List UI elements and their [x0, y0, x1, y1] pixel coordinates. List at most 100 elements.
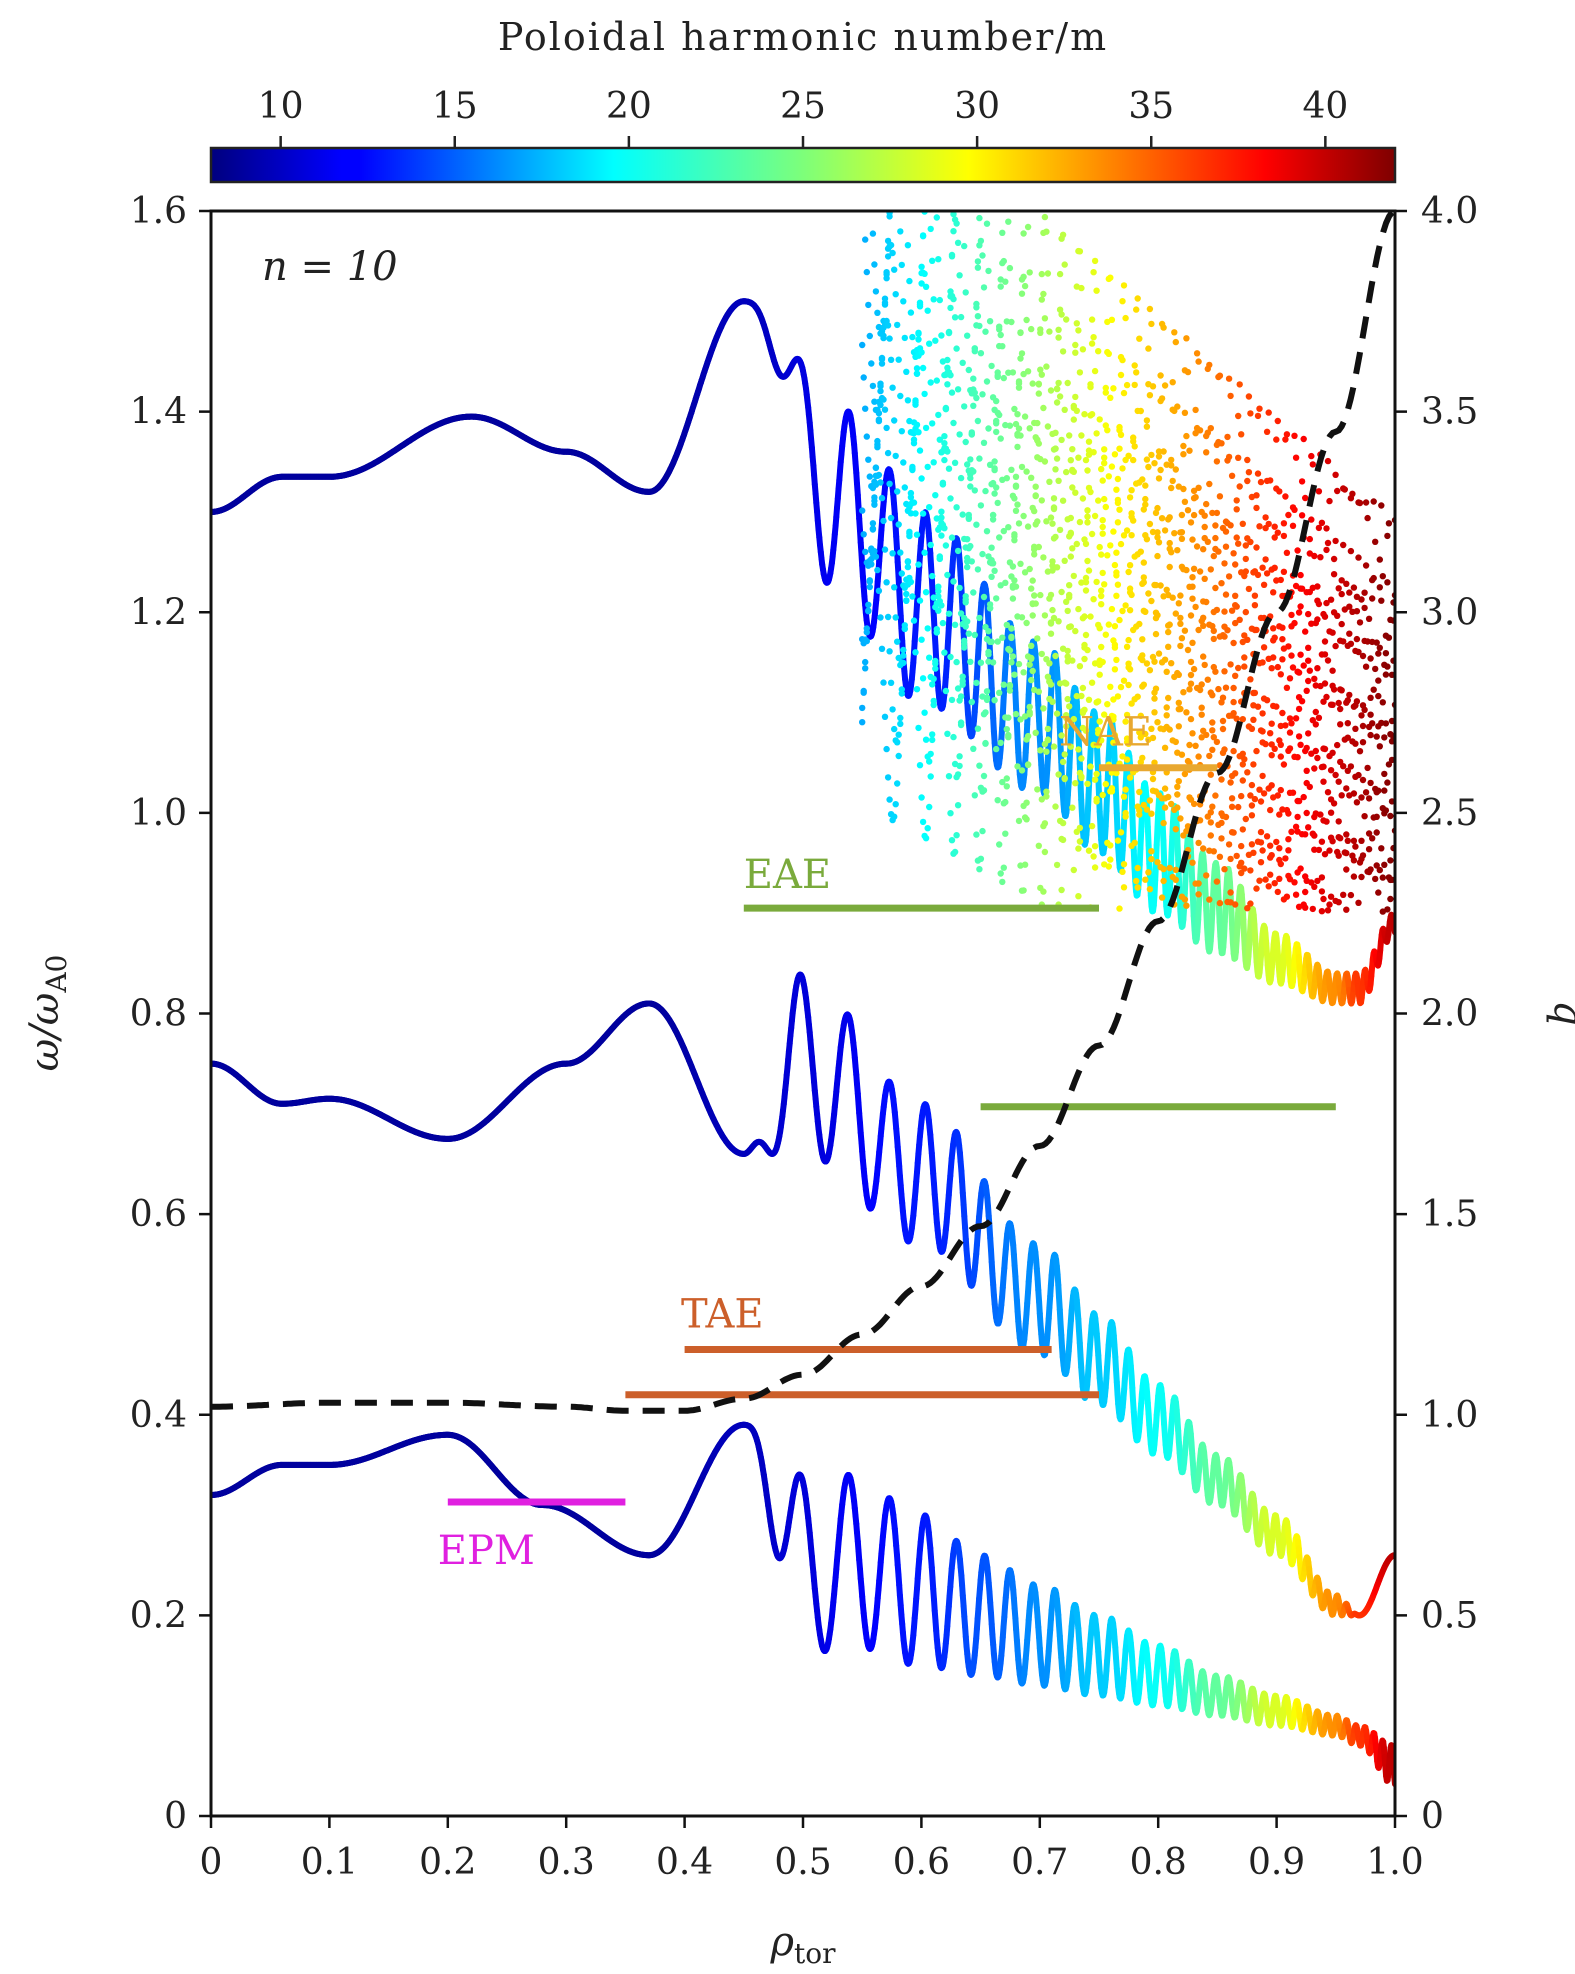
colorbar-tick-label: 35	[1128, 86, 1174, 127]
colorbar-tick-label: 30	[954, 86, 1000, 127]
continuum-point	[1154, 505, 1160, 511]
continuum-point	[1025, 224, 1031, 230]
continuum-point	[1110, 385, 1116, 391]
continuum-point	[1124, 382, 1130, 388]
continuum-point	[1119, 298, 1125, 304]
continuum-point	[1167, 514, 1173, 520]
continuum-point	[1090, 269, 1096, 275]
continuum-point	[999, 230, 1005, 236]
continuum-point	[1121, 282, 1127, 288]
continuum-point	[1048, 387, 1054, 393]
continuum-point	[1097, 416, 1103, 422]
continuum-point	[1128, 487, 1134, 493]
continuum-point	[975, 258, 981, 264]
continuum-point	[1115, 476, 1121, 482]
continuum-point	[1168, 457, 1174, 463]
continuum-point	[1055, 327, 1061, 333]
continuum-point	[1086, 439, 1092, 445]
continuum-point	[1045, 270, 1051, 276]
continuum-point	[1063, 316, 1069, 322]
continuum-point	[1062, 261, 1068, 267]
continuum-point	[1133, 306, 1139, 312]
continuum-point	[961, 243, 967, 249]
continuum-point	[1083, 457, 1089, 463]
continuum-point	[1007, 265, 1013, 271]
continuum-point	[1170, 379, 1176, 385]
continuum-point	[1014, 411, 1020, 417]
continuum-point	[1081, 411, 1087, 417]
continuum-point	[1180, 443, 1186, 449]
continuum-point	[1179, 512, 1185, 518]
continuum-point	[966, 367, 972, 373]
continuum-point	[993, 398, 999, 404]
continuum-point	[921, 196, 927, 202]
continuum-point	[1135, 295, 1141, 301]
continuum-point	[938, 332, 944, 338]
continuum-point	[1089, 316, 1095, 322]
continuum-point	[964, 333, 970, 339]
continuum-point	[1147, 306, 1153, 312]
continuum-point	[1101, 446, 1107, 452]
continuum-point	[1057, 271, 1063, 277]
continuum-point	[1157, 372, 1163, 378]
continuum-point	[1113, 487, 1119, 493]
plot-area	[211, 189, 1398, 1785]
continuum-point	[870, 230, 876, 236]
continuum-point	[1093, 288, 1099, 294]
continuum-point	[985, 268, 991, 274]
continuum-point	[1001, 195, 1007, 201]
continuum-point	[988, 363, 994, 369]
continuum-point	[976, 215, 982, 221]
continuum-point	[1145, 345, 1151, 351]
colorbar-tick-label: 25	[780, 86, 826, 127]
continuum-point	[1107, 275, 1113, 281]
continuum-point	[1084, 467, 1090, 473]
continuum-point	[909, 334, 915, 340]
continuum-point	[1144, 417, 1150, 423]
continuum-point	[963, 289, 969, 295]
colorbar-tick-label: 15	[432, 86, 478, 127]
continuum-point	[935, 256, 941, 262]
continuum-point	[934, 214, 940, 220]
continuum-point	[1060, 232, 1066, 238]
continuum-point	[1039, 271, 1045, 277]
colorbar-tick-label: 40	[1302, 86, 1348, 127]
continuum-point	[1092, 258, 1098, 264]
continuum-point	[1080, 346, 1086, 352]
continuum-point	[1069, 446, 1075, 452]
continuum-point	[1052, 430, 1058, 436]
colorbar-title: Poloidal harmonic number/m	[498, 15, 1108, 59]
continuum-point	[1042, 214, 1048, 220]
continuum-point	[1028, 326, 1034, 332]
continuum-point	[873, 288, 879, 294]
continuum-point	[1068, 457, 1074, 463]
colorbar-tick-label: 10	[258, 86, 304, 127]
continuum-point	[944, 357, 950, 363]
continuum-point	[1034, 420, 1040, 426]
continuum-point	[1132, 362, 1138, 368]
continuum-point	[1065, 380, 1071, 386]
continuum-point	[1072, 342, 1078, 348]
continuum-point	[984, 221, 990, 227]
continuum-point	[1023, 200, 1029, 206]
continuum-point	[1066, 432, 1072, 438]
continuum-point	[1148, 321, 1154, 327]
continuum-point	[1005, 219, 1011, 225]
continua	[211, 189, 1398, 1785]
continuum-point	[1109, 317, 1115, 323]
continuum-point	[1173, 339, 1179, 345]
continuum-point	[1112, 451, 1118, 457]
continuum-point	[987, 318, 993, 324]
continuum-point	[1077, 248, 1083, 254]
continuum-point	[1030, 380, 1036, 386]
continuum-point	[874, 310, 880, 316]
continuum-point	[906, 278, 912, 284]
colorbar	[211, 148, 1395, 182]
continuum-point	[1160, 324, 1166, 330]
continuum-point	[1098, 466, 1104, 472]
continuum-point	[908, 309, 914, 315]
continuum-point	[1100, 477, 1106, 483]
